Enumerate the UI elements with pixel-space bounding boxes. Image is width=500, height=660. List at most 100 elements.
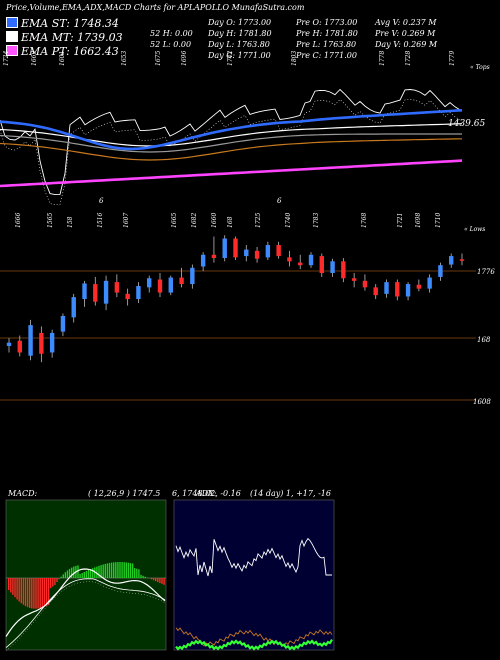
macd-hist-15 (39, 578, 41, 608)
macd-hist-45 (102, 564, 104, 578)
macd-params: ( 12,26,9 ) 1747.5 (88, 489, 161, 498)
adx-panel-bg (173, 499, 335, 651)
macd-hist-9 (26, 578, 29, 608)
macd-hist-59 (131, 563, 134, 578)
macd-hist-57 (127, 562, 130, 578)
stat-pre-c: Pre C: 1771.00 (296, 51, 357, 60)
macd-values: 6, 1748.02, -0.16 (172, 489, 241, 498)
candle-body-6 (71, 297, 76, 318)
macd-hist-71 (157, 578, 159, 583)
macd-hist-54 (121, 562, 123, 578)
adx-line (175, 537, 332, 577)
macd-hist-19 (47, 578, 50, 605)
candle-body-36 (395, 282, 400, 297)
macd-hist-17 (43, 578, 46, 607)
macd-hist-65 (144, 576, 146, 578)
legend-label-mt: EMA MT: 1739.03 (21, 31, 123, 44)
macd-hist-31 (73, 566, 75, 578)
macd-hist-62 (138, 569, 140, 578)
candle-body-25 (276, 245, 281, 257)
stat-day-l: Day L: 1763.80 (208, 40, 270, 49)
macd-hist-12 (33, 578, 35, 609)
macd-hist-36 (83, 572, 85, 578)
macd-hist-34 (79, 574, 81, 578)
macd-hist-30 (71, 567, 73, 578)
candle-body-34 (373, 287, 378, 296)
candle-body-37 (405, 284, 411, 297)
macd-hist-10 (29, 578, 31, 608)
low-label-13: 1721 (397, 213, 404, 228)
macd-hist-40 (92, 568, 94, 578)
macd-hist-14 (37, 578, 39, 609)
macd-hist-27 (64, 572, 67, 578)
candle-body-14 (157, 279, 163, 293)
candle-body-38 (416, 284, 422, 289)
low-label-2: 158 (67, 216, 74, 228)
panel1-marker-b: 6 (277, 197, 282, 205)
legend-ema-pt: EMA PT: 1662.43 (6, 45, 119, 58)
macd-hist-25 (60, 576, 62, 578)
candle-body-35 (384, 282, 389, 294)
macd-signal-dotted (5, 581, 166, 651)
low-label-14: 1698 (415, 213, 422, 228)
candle-body-12 (136, 286, 141, 300)
candle-body-41 (449, 256, 454, 265)
legend-swatch-mt (6, 31, 18, 42)
top-label-8: 1778 (379, 51, 386, 66)
adx-title: ADX: (196, 489, 217, 498)
candle-body-42 (459, 259, 465, 261)
stat-pre-o: Pre O: 1773.00 (296, 18, 358, 27)
macd-hist-16 (41, 578, 43, 608)
candle-body-23 (254, 250, 260, 259)
candle-body-7 (82, 283, 87, 300)
macd-hist-52 (117, 562, 119, 578)
candle-body-1 (17, 340, 22, 353)
panel1-marker-a: 6 (99, 197, 104, 205)
macd-hist-46 (104, 563, 106, 578)
top-label-7: 1803 (291, 51, 298, 66)
low-label-10: 1740 (285, 213, 292, 228)
macd-hist-44 (100, 565, 102, 578)
candle-body-10 (114, 282, 120, 293)
top-label-3: 1653 (121, 51, 128, 66)
candle-body-0 (6, 342, 12, 346)
low-label-6: 1682 (191, 213, 198, 228)
stat-pre-l: Pre L: 1763.80 (296, 40, 357, 49)
candle-body-3 (39, 332, 44, 354)
legend-label-st: EMA ST: 1748.34 (21, 17, 119, 30)
candle-body-22 (244, 249, 249, 257)
macd-hist-21 (52, 578, 54, 587)
low-label-7: 1660 (211, 213, 218, 228)
chart-caption: Price,Volume,EMA,ADX,MACD Charts for APL… (6, 3, 305, 12)
legend-swatch-pt (6, 45, 18, 56)
macd-hist-74 (163, 578, 165, 585)
macd-hist-67 (148, 578, 151, 579)
macd-hist-42 (96, 566, 98, 578)
candle-body-19 (211, 254, 217, 259)
macd-hist-41 (94, 567, 96, 578)
candle-body-5 (60, 316, 66, 332)
macd-hist-28 (66, 570, 69, 578)
candle-body-33 (362, 280, 368, 288)
macd-hist-0 (8, 578, 10, 590)
macd-hist-24 (58, 578, 60, 580)
top-label-6: 1742 (227, 51, 234, 66)
candle-body-11 (125, 293, 130, 300)
macd-hist-56 (125, 562, 127, 578)
macd-hist-7 (22, 578, 25, 605)
legend-label-pt: EMA PT: 1662.43 (21, 45, 119, 58)
candle-body-4 (49, 332, 55, 353)
candle-body-24 (265, 245, 271, 258)
candle-body-9 (103, 280, 109, 304)
macd-hist-4 (16, 578, 18, 600)
candle-body-26 (287, 257, 292, 262)
macd-hist-73 (161, 578, 163, 584)
low-label-3: 1516 (97, 213, 104, 228)
low-label-15: 1710 (435, 213, 442, 228)
panel2-lows-label: « Lows (464, 226, 486, 233)
top-label-4: 1675 (155, 51, 162, 66)
candle-body-18 (200, 254, 206, 267)
candle-body-15 (168, 277, 173, 293)
adx-params: (14 day) 1, +17, -16 (250, 489, 331, 498)
